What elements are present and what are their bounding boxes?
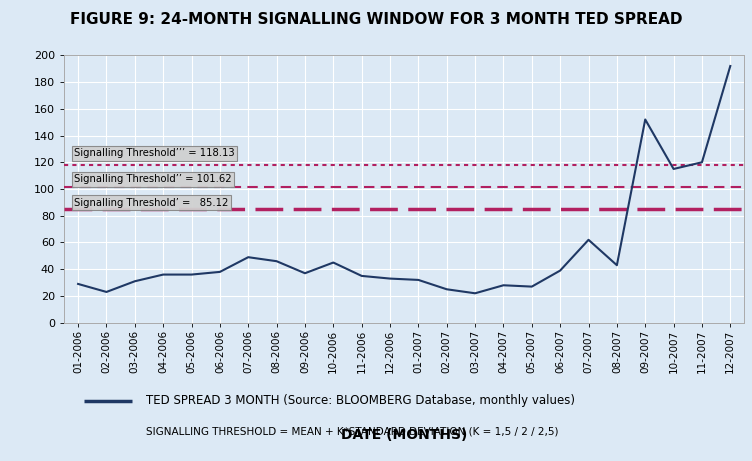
Text: Signalling Threshold’’ = 101.62: Signalling Threshold’’ = 101.62	[74, 174, 232, 184]
Text: SIGNALLING THRESHOLD = MEAN + K*STANDARD DEVIATION (K = 1,5 / 2 / 2,5): SIGNALLING THRESHOLD = MEAN + K*STANDARD…	[146, 426, 558, 436]
Text: TED SPREAD 3 MONTH (Source: BLOOMBERG Database, monthly values): TED SPREAD 3 MONTH (Source: BLOOMBERG Da…	[146, 394, 575, 407]
X-axis label: DATE (MONTHS): DATE (MONTHS)	[341, 428, 468, 443]
Text: FIGURE 9: 24-MONTH SIGNALLING WINDOW FOR 3 MONTH TED SPREAD: FIGURE 9: 24-MONTH SIGNALLING WINDOW FOR…	[70, 12, 682, 27]
Text: Signalling Threshold’ =   85.12: Signalling Threshold’ = 85.12	[74, 198, 229, 207]
Text: Signalling Threshold’’’ = 118.13: Signalling Threshold’’’ = 118.13	[74, 148, 235, 158]
